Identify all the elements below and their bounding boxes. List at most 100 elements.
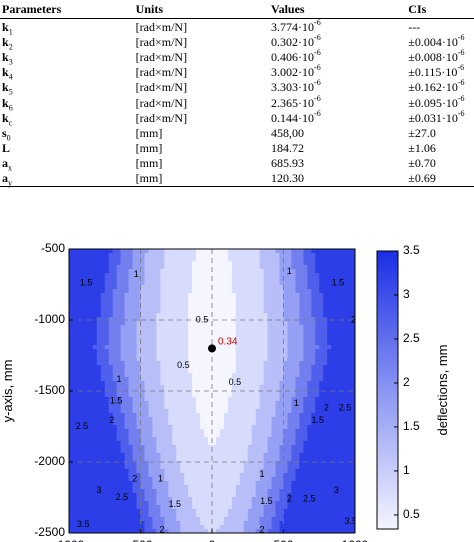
contour-cell <box>212 285 217 290</box>
contour-cell <box>331 513 336 518</box>
contour-cell <box>172 449 177 454</box>
contour-cell <box>351 417 355 422</box>
contour-cell <box>200 469 205 474</box>
contour-cell <box>164 385 169 390</box>
contour-cell <box>319 321 324 326</box>
contour-cell <box>227 301 233 306</box>
contour-cell <box>200 397 205 402</box>
contour-cell <box>315 321 320 326</box>
contour-cell <box>219 433 225 438</box>
cell-value: 0.406·10-6 <box>271 47 321 64</box>
contour-cell <box>124 421 130 426</box>
contour-cell <box>69 321 74 326</box>
contour-cell <box>351 461 355 466</box>
contour-cell <box>88 473 94 478</box>
contour-cell <box>120 365 126 370</box>
contour-cell <box>156 377 161 382</box>
contour-cell <box>227 261 233 266</box>
contour-cell <box>255 293 261 298</box>
contour-cell <box>140 301 146 306</box>
contour-cell <box>204 317 209 322</box>
contour-cell <box>215 445 221 450</box>
contour-cell <box>319 417 324 422</box>
contour-cell <box>152 441 157 446</box>
contour-cell <box>164 313 169 318</box>
contour-cell <box>239 369 245 374</box>
contour-cell <box>299 429 304 434</box>
contour-cell <box>128 361 134 366</box>
contour-cell <box>176 309 181 314</box>
contour-cell <box>227 265 233 270</box>
contour-cell <box>219 257 225 262</box>
contour-cell <box>251 441 257 446</box>
contour-cell <box>275 393 281 398</box>
contour-cell <box>335 333 340 338</box>
contour-cell <box>92 389 98 394</box>
contour-cell <box>331 441 336 446</box>
contour-cell <box>275 453 281 458</box>
contour-cell <box>100 393 106 398</box>
contour-cell <box>347 461 352 466</box>
contour-cell <box>351 433 355 438</box>
contour-cell <box>311 257 316 262</box>
contour-cell <box>204 421 209 426</box>
contour-cell <box>212 425 217 430</box>
contour-cell <box>156 413 161 418</box>
contour-cell <box>196 297 201 302</box>
contour-cell <box>275 361 281 366</box>
contour-cell <box>152 297 157 302</box>
contour-cell <box>212 461 217 466</box>
contour-cell <box>88 345 94 350</box>
contour-cell <box>259 473 265 478</box>
contour-cell <box>343 457 348 462</box>
contour-cell <box>343 497 348 502</box>
contour-cell <box>140 261 146 266</box>
contour-cell <box>283 469 289 474</box>
contour-cell <box>69 313 74 318</box>
contour-cell <box>100 473 106 478</box>
contour-cell <box>92 381 98 386</box>
contour-cell <box>96 281 102 286</box>
contour-cell <box>112 489 118 494</box>
contour-cell <box>172 425 177 430</box>
contour-cell <box>287 285 293 290</box>
contour-cell <box>279 265 285 270</box>
contour-cell <box>267 337 273 342</box>
contour-cell <box>104 297 110 302</box>
contour-cell <box>235 477 241 482</box>
contour-cell <box>124 269 130 274</box>
contour-cell <box>219 333 225 338</box>
contour-cell <box>164 365 169 370</box>
contour-cell <box>136 297 142 302</box>
cell-value: 3.303·10-6 <box>271 78 321 95</box>
contour-cell <box>156 281 161 286</box>
contour-cell <box>188 493 193 498</box>
contour-cell <box>72 453 78 458</box>
contour-cell <box>303 473 308 478</box>
contour-cell <box>291 445 297 450</box>
contour-cell <box>279 413 285 418</box>
contour-cell <box>239 477 245 482</box>
contour-cell <box>180 461 185 466</box>
contour-cell <box>295 485 300 490</box>
contour-cell <box>343 253 348 258</box>
contour-cell <box>219 301 225 306</box>
contour-cell <box>69 277 74 282</box>
contour-cell <box>319 397 324 402</box>
contour-cell <box>251 513 257 518</box>
contour-cell <box>315 305 320 310</box>
contour-cell <box>343 285 348 290</box>
contour-cell <box>160 457 165 462</box>
contour-cell <box>347 281 352 286</box>
contour-cell <box>148 337 154 342</box>
contour-cell <box>283 449 289 454</box>
contour-cell <box>176 441 181 446</box>
contour-cell <box>112 305 118 310</box>
contour-cell <box>212 465 217 470</box>
contour-cell <box>283 489 289 494</box>
contour-cell <box>307 389 312 394</box>
contour-cell <box>219 509 225 514</box>
contour-cell <box>69 361 74 366</box>
contour-cell <box>96 341 102 346</box>
contour-cell <box>76 333 82 338</box>
